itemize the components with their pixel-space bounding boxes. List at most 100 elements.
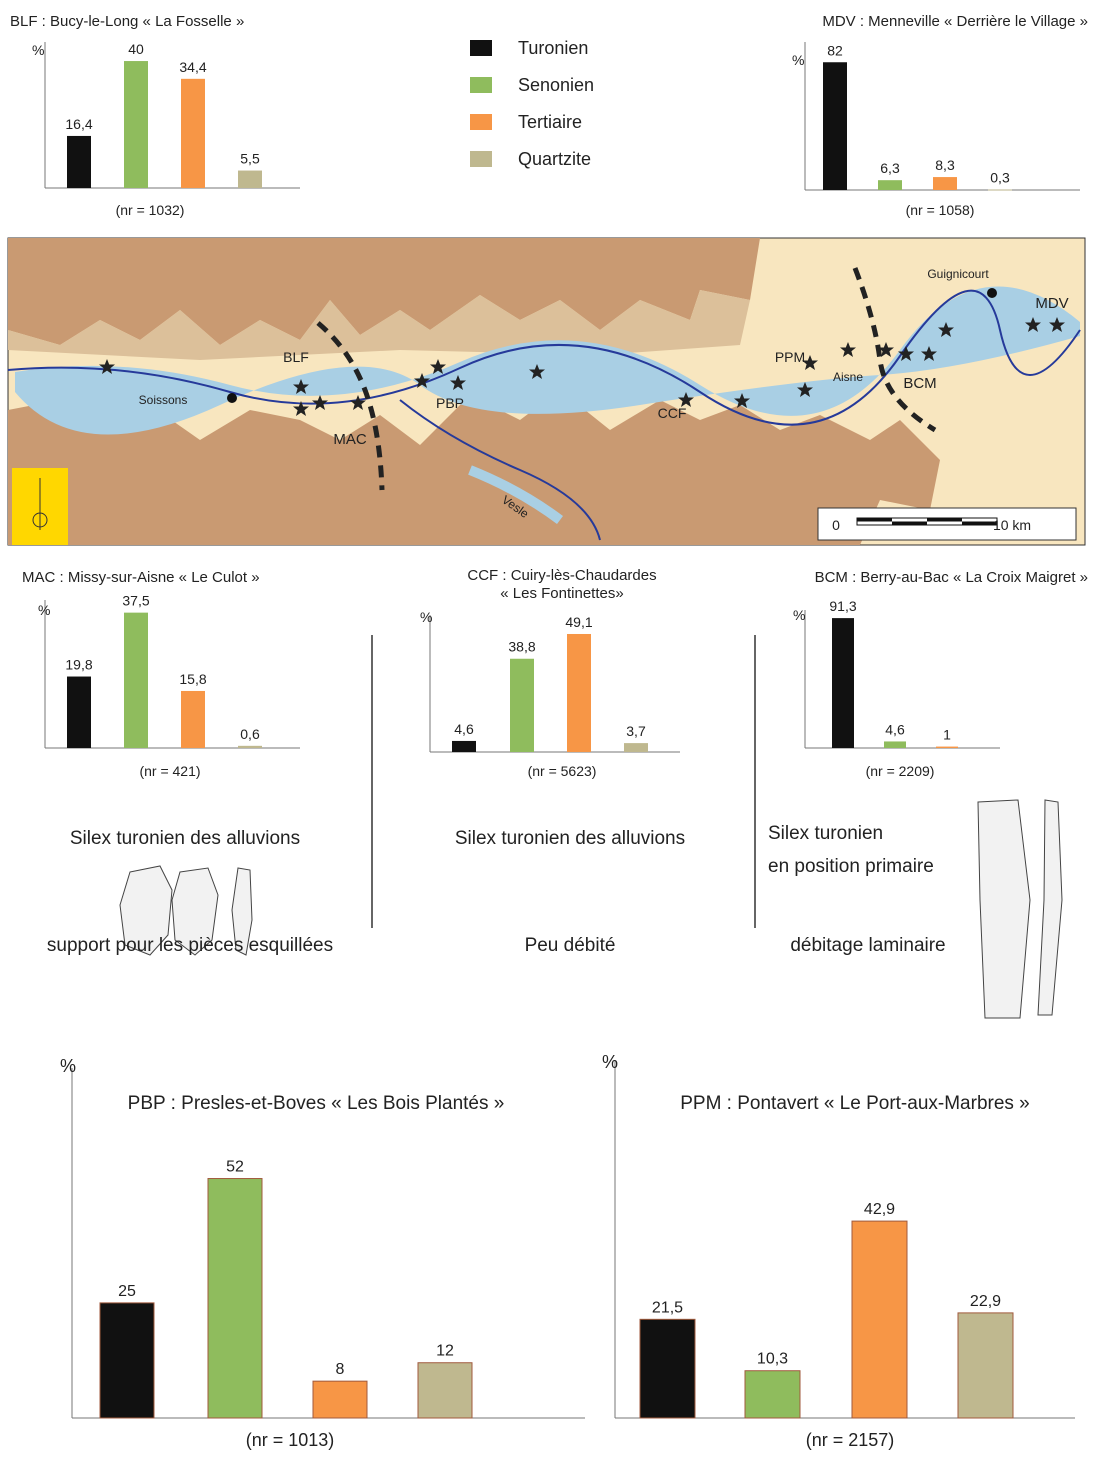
y-axis-label: % bbox=[602, 1052, 618, 1072]
artifact bbox=[171, 867, 219, 956]
bar bbox=[124, 61, 148, 188]
value-label: 12 bbox=[436, 1343, 454, 1360]
bar bbox=[823, 62, 847, 190]
bar bbox=[624, 743, 648, 752]
value-label: 40 bbox=[128, 41, 144, 57]
note: (nr = 1013) bbox=[246, 1430, 335, 1450]
artifact bbox=[1037, 799, 1063, 1016]
value-label: 4,6 bbox=[454, 721, 474, 737]
bar bbox=[878, 180, 902, 190]
bar bbox=[181, 690, 205, 748]
artifact bbox=[231, 867, 253, 956]
bar bbox=[510, 658, 534, 752]
value-label: 8 bbox=[336, 1361, 345, 1378]
note: (nr = 1032) bbox=[116, 202, 185, 218]
alluvium bbox=[15, 286, 1080, 435]
value-label: 21,5 bbox=[652, 1299, 683, 1316]
river bbox=[399, 399, 601, 541]
artifact bbox=[977, 799, 1031, 1019]
legend-swatch bbox=[470, 151, 492, 167]
map-label: BLF bbox=[283, 349, 309, 365]
value-label: 19,8 bbox=[65, 657, 92, 673]
bar bbox=[744, 1370, 801, 1419]
artifact bbox=[119, 865, 173, 956]
y-axis-label: % bbox=[792, 52, 804, 68]
map-label: PBP bbox=[436, 395, 464, 411]
chart-title: BLF : Bucy-le-Long « La Fosselle » bbox=[10, 13, 244, 30]
bar bbox=[452, 740, 476, 752]
value-label: 4,6 bbox=[885, 721, 905, 737]
legend-swatch bbox=[470, 40, 492, 56]
map-label: MDV bbox=[1035, 295, 1068, 312]
bar bbox=[851, 1220, 908, 1419]
value-label: 25 bbox=[118, 1283, 136, 1300]
note: (nr = 2209) bbox=[866, 763, 935, 779]
note: Silex turonien des alluvions bbox=[70, 828, 300, 849]
value-label: 49,1 bbox=[565, 614, 592, 630]
bar bbox=[639, 1318, 696, 1419]
value-label: 34,4 bbox=[179, 59, 206, 75]
town bbox=[987, 288, 997, 298]
map-label: CCF bbox=[658, 405, 687, 421]
map-label: Aisne bbox=[833, 370, 863, 384]
scale-bar bbox=[857, 518, 997, 525]
value-label: 42,9 bbox=[864, 1201, 895, 1218]
bar bbox=[884, 741, 906, 748]
map-label: PPM bbox=[775, 349, 805, 365]
compass-needle bbox=[32, 478, 48, 530]
bar bbox=[67, 676, 91, 748]
y-axis-label: % bbox=[32, 42, 44, 58]
note: (nr = 421) bbox=[139, 763, 200, 779]
bar bbox=[957, 1312, 1014, 1419]
chart-title: PPM : Pontavert « Le Port-aux-Marbres » bbox=[680, 1093, 1030, 1114]
plateau bbox=[8, 238, 760, 345]
note: (nr = 2157) bbox=[806, 1430, 895, 1450]
map bbox=[7, 237, 1086, 546]
value-label: 8,3 bbox=[935, 157, 955, 173]
map-label: 0 bbox=[832, 517, 840, 533]
legend-label: Quartzite bbox=[518, 149, 591, 169]
map-label: MAC bbox=[333, 431, 367, 448]
value-label: 52 bbox=[226, 1159, 244, 1176]
legend-swatch bbox=[470, 77, 492, 93]
note: débitage laminaire bbox=[790, 935, 945, 956]
chart-title: PBP : Presles-et-Boves « Les Bois Planté… bbox=[128, 1093, 505, 1114]
value-label: 5,5 bbox=[240, 151, 260, 167]
chart-title: CCF : Cuiry-lès-Chaudardes bbox=[467, 567, 656, 584]
map-label: 10 km bbox=[993, 517, 1031, 533]
y-axis-label: % bbox=[38, 602, 50, 618]
bar bbox=[238, 745, 262, 748]
alluvium bbox=[468, 465, 563, 525]
bar bbox=[99, 1302, 155, 1419]
legend-swatch bbox=[470, 114, 492, 130]
bar bbox=[936, 746, 958, 748]
legend-label: Senonien bbox=[518, 75, 594, 95]
bar bbox=[933, 177, 957, 190]
map-label: Soissons bbox=[139, 393, 188, 407]
y-axis-label: % bbox=[793, 607, 805, 623]
value-label: 22,9 bbox=[970, 1293, 1001, 1310]
value-label: 37,5 bbox=[122, 593, 149, 609]
bar bbox=[988, 189, 1012, 191]
note: (nr = 5623) bbox=[528, 763, 597, 779]
value-label: 3,7 bbox=[626, 723, 646, 739]
bar bbox=[417, 1362, 473, 1419]
chart-title: MAC : Missy-sur-Aisne « Le Culot » bbox=[22, 569, 260, 586]
river bbox=[7, 289, 1081, 426]
legend-label: Tertiaire bbox=[518, 112, 582, 132]
town bbox=[227, 393, 237, 403]
bar bbox=[832, 618, 854, 748]
chart-title: MDV : Menneville « Derrière le Village » bbox=[822, 13, 1088, 30]
value-label: 10,3 bbox=[757, 1351, 788, 1368]
chart-title: BCM : Berry-au-Bac « La Croix Maigret » bbox=[815, 569, 1088, 586]
note: Peu débité bbox=[525, 935, 616, 956]
artifacts bbox=[119, 799, 1063, 1019]
bar bbox=[181, 78, 205, 188]
bar bbox=[67, 135, 91, 188]
bar bbox=[207, 1178, 263, 1419]
bar bbox=[238, 170, 262, 188]
bar bbox=[312, 1380, 368, 1419]
boundary bbox=[852, 267, 937, 433]
note: Silex turonien bbox=[768, 823, 883, 844]
